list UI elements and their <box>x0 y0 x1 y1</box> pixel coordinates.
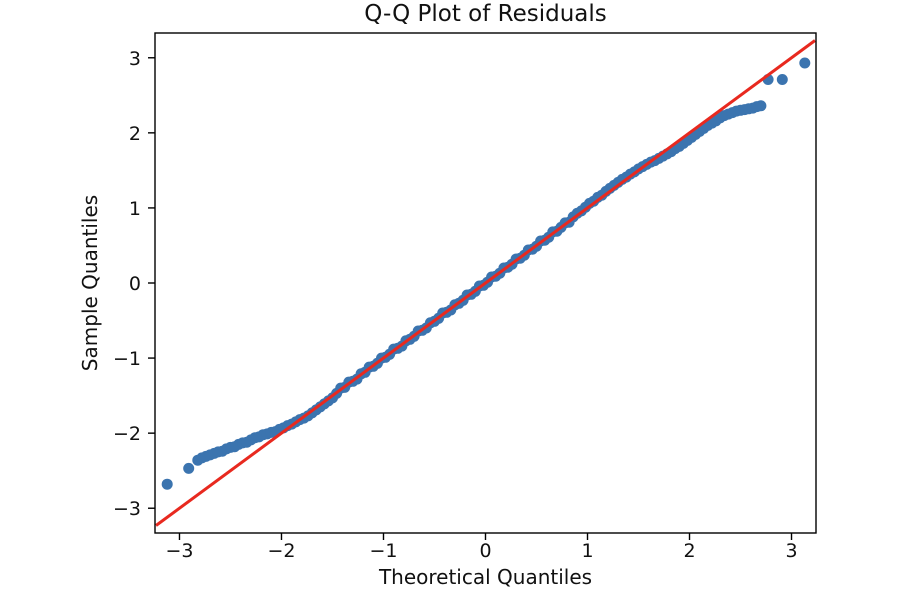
y-tick-label: 1 <box>129 198 141 220</box>
x-tick-label: −2 <box>267 540 295 562</box>
y-tick-label: 0 <box>129 273 141 295</box>
x-axis-label: Theoretical Quantiles <box>378 565 592 589</box>
x-tick-label: −3 <box>165 540 193 562</box>
data-point <box>776 74 788 85</box>
data-point <box>755 100 767 112</box>
scatter-series <box>161 57 811 490</box>
y-axis-label: Sample Quantiles <box>78 195 102 371</box>
y-tick-label: −3 <box>113 498 141 520</box>
chart-title: Q-Q Plot of Residuals <box>364 1 607 27</box>
y-tick-label: −2 <box>113 423 141 445</box>
y-tick-label: 2 <box>129 123 141 145</box>
y-tick-label: 3 <box>129 48 141 70</box>
x-tick-label: 1 <box>581 540 593 562</box>
data-point <box>799 57 811 69</box>
x-tick-label: 0 <box>479 540 491 562</box>
reference-line <box>155 39 816 527</box>
axis-ticks: −3 −2 −1 0 1 2 3 −3 −2 −1 0 1 2 3 <box>113 48 798 562</box>
data-point <box>183 462 195 474</box>
x-tick-label: 3 <box>785 540 797 562</box>
x-tick-label: 2 <box>683 540 695 562</box>
y-tick-label: −1 <box>113 348 141 370</box>
data-point <box>161 478 173 490</box>
x-tick-label: −1 <box>369 540 397 562</box>
